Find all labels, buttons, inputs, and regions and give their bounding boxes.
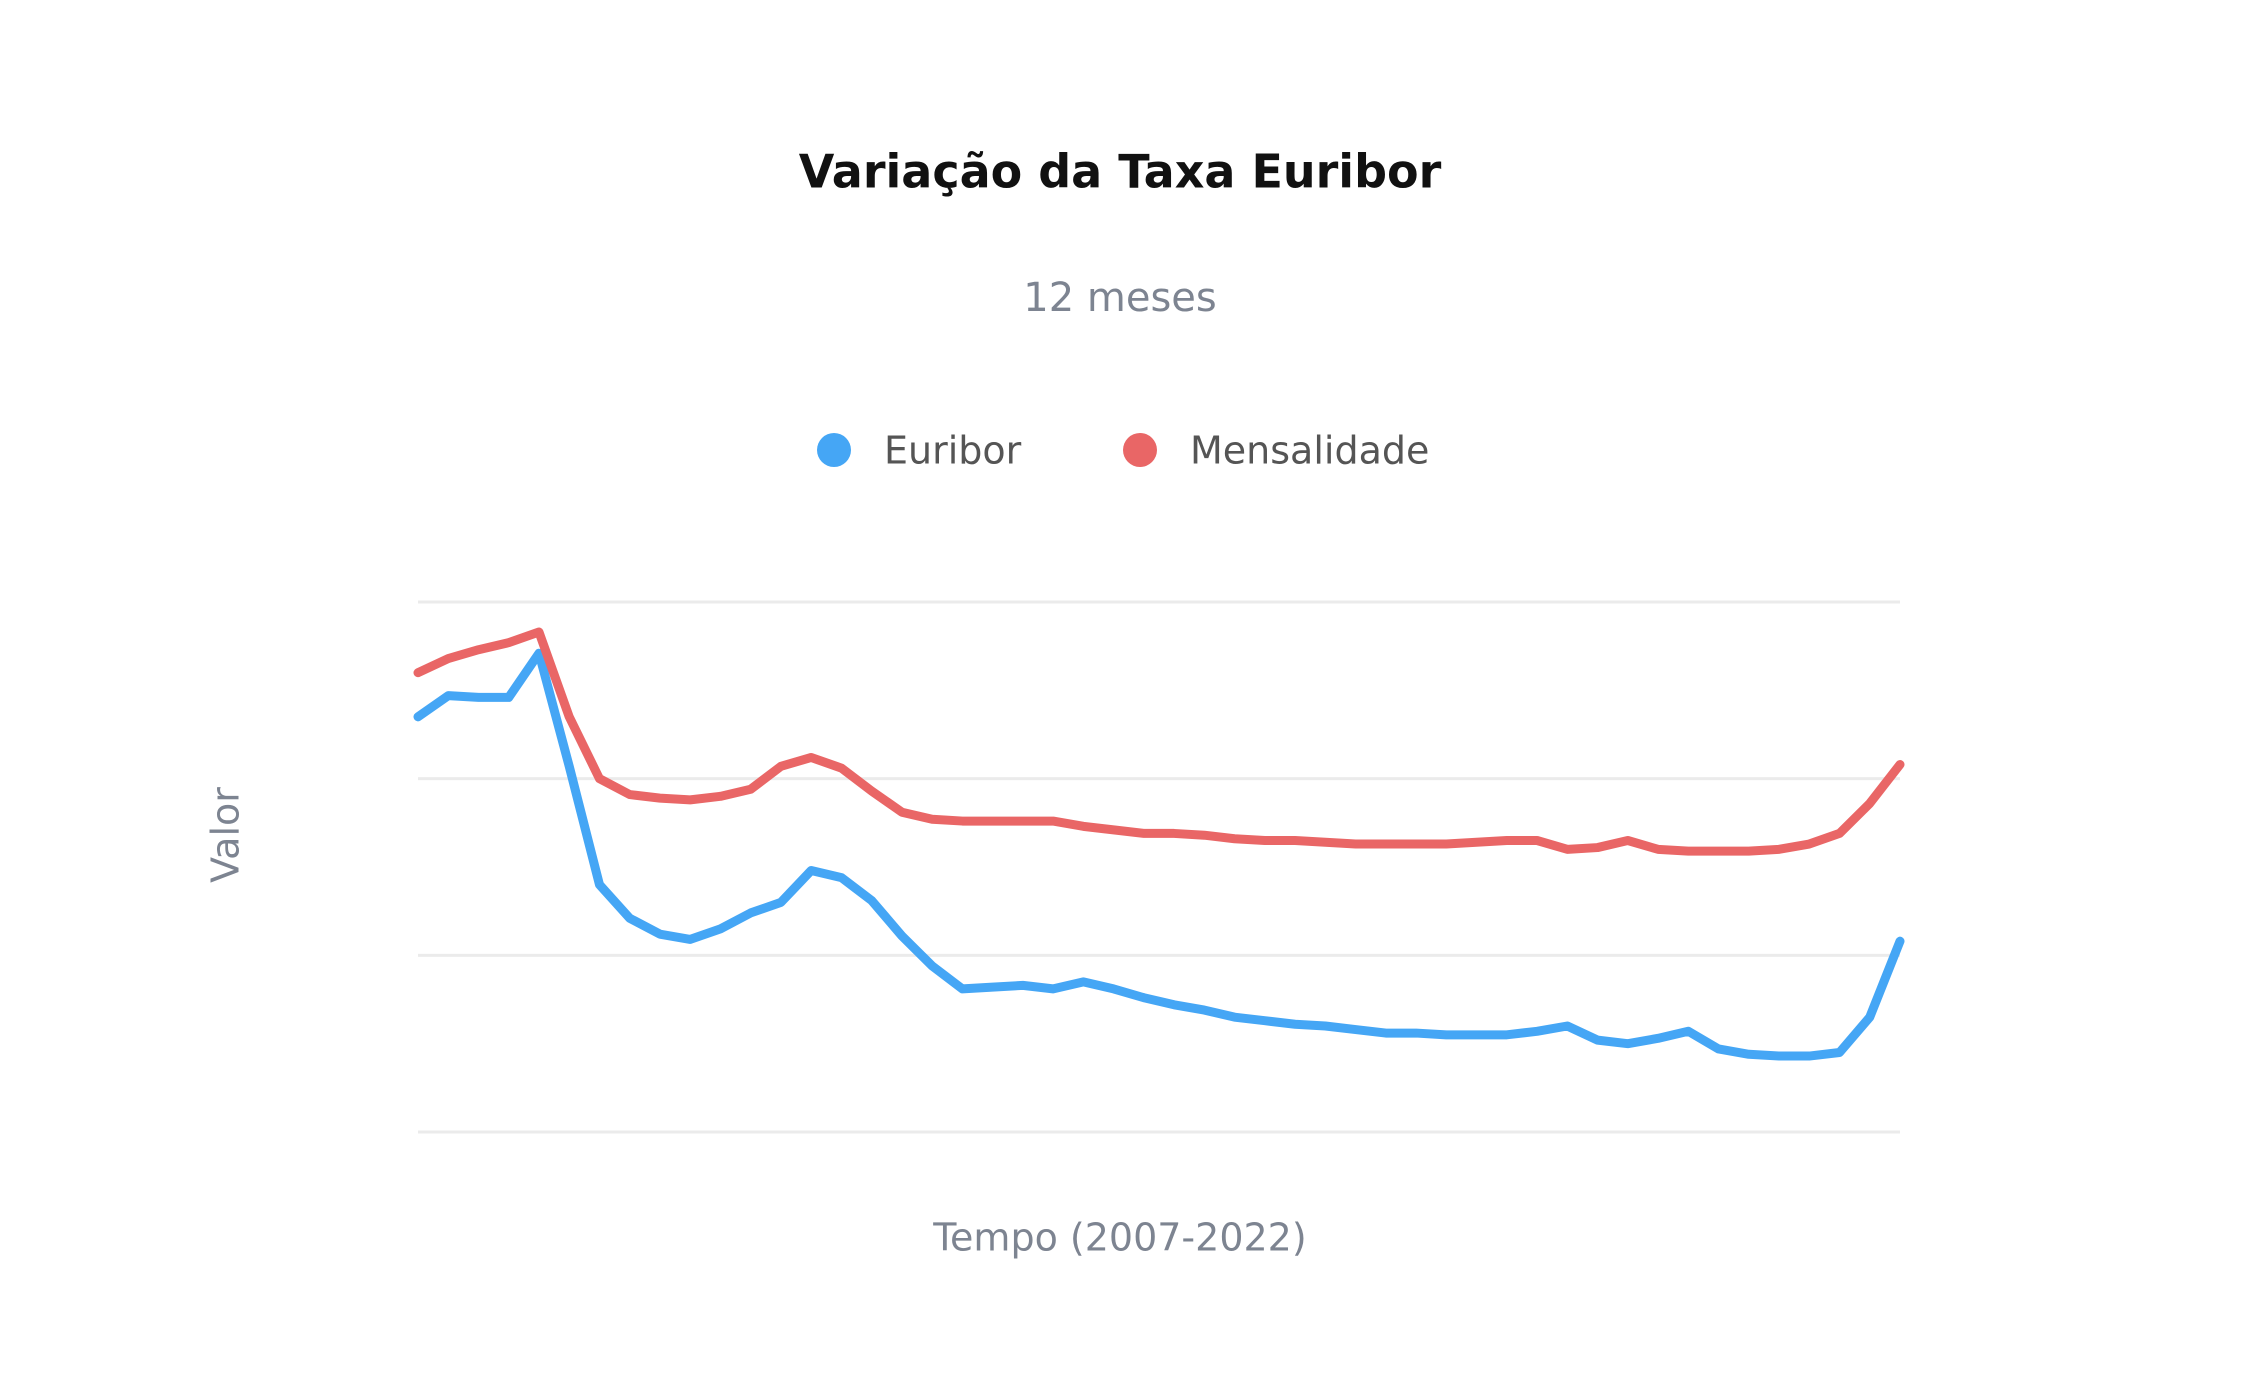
- y-axis-label: Valor: [204, 787, 248, 883]
- chart-subtitle: 12 meses: [1023, 275, 1216, 321]
- chart-title: Variação da Taxa Euribor: [799, 145, 1442, 199]
- series-line: [413, 648, 1905, 1061]
- legend-marker: [817, 433, 851, 467]
- legend-label: Euribor: [884, 429, 1022, 473]
- legend-marker: [1123, 433, 1157, 467]
- legend-label: Mensalidade: [1190, 429, 1429, 473]
- x-axis-label: Tempo (2007-2022): [932, 1216, 1306, 1260]
- series-line: [413, 627, 1905, 856]
